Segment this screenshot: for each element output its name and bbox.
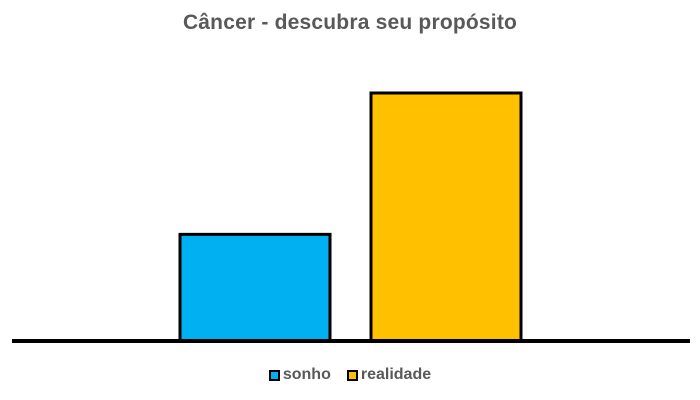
bar-sonho [178, 232, 332, 343]
legend-swatch-realidade [346, 369, 358, 381]
chart-title: Câncer - descubra seu propósito [182, 11, 518, 34]
legend-swatch-sonho [268, 369, 280, 381]
legend-label: sonho [282, 366, 331, 383]
chart-legend: sonho realidade [0, 366, 700, 384]
legend-item-realidade: realidade [346, 366, 432, 384]
legend-label: realidade [360, 366, 432, 383]
bar-realidade [369, 91, 523, 343]
legend-item-sonho: sonho [268, 366, 331, 384]
